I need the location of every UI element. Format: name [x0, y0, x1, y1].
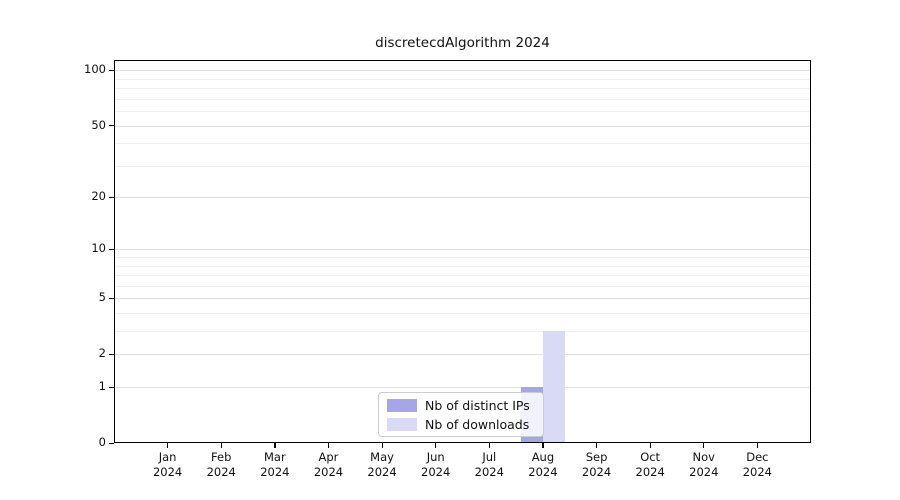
legend: Nb of distinct IPs Nb of downloads: [378, 392, 544, 437]
y-tick-1: [109, 386, 114, 388]
gridline-minor-6: [114, 285, 811, 287]
x-tick-label-may: May 2024: [367, 450, 397, 479]
gridline-minor-40: [114, 143, 811, 145]
bar-nb-of-downloads-aug: [542, 331, 565, 443]
gridline-minor-90: [114, 78, 811, 80]
x-tick-may: [381, 443, 383, 448]
y-tick-label-50: 50: [91, 117, 106, 132]
y-tick-label-10: 10: [91, 241, 106, 256]
y-tick-2: [109, 353, 114, 355]
y-tick-label-100: 100: [84, 62, 106, 77]
x-tick-jan: [167, 443, 169, 448]
y-tick-label-20: 20: [91, 189, 106, 204]
y-tick-5: [109, 297, 114, 300]
gridline-minor-7: [114, 275, 811, 277]
gridline-major-2: [114, 354, 811, 356]
x-tick-jul: [488, 443, 490, 448]
gridline-major-100: [114, 70, 811, 72]
x-tick-label-jun: Jun 2024: [421, 450, 451, 479]
y-tick-label-5: 5: [98, 290, 106, 305]
x-tick-label-sep: Sep 2024: [581, 450, 612, 479]
legend-swatch-distinct-ips: [387, 398, 417, 412]
x-tick-label-nov: Nov 2024: [689, 450, 719, 479]
legend-swatch-downloads: [387, 417, 417, 431]
x-tick-mar: [274, 443, 276, 448]
x-tick-nov: [703, 443, 705, 448]
y-tick-0: [109, 442, 114, 444]
x-tick-label-apr: Apr 2024: [313, 450, 344, 479]
gridline-major-5: [114, 298, 811, 300]
x-tick-label-aug: Aug 2024: [528, 450, 558, 479]
gridline-minor-30: [114, 165, 811, 167]
legend-item-downloads: Nb of downloads: [387, 417, 535, 432]
gridline-minor-3: [114, 331, 811, 333]
legend-item-distinct-ips: Nb of distinct IPs: [387, 398, 535, 413]
gridline-major-1: [114, 387, 811, 389]
gridline-major-10: [114, 249, 811, 251]
legend-label-downloads: Nb of downloads: [425, 416, 530, 432]
legend-label-distinct-ips: Nb of distinct IPs: [425, 397, 530, 413]
x-tick-label-oct: Oct 2024: [635, 450, 665, 479]
y-tick-50: [109, 125, 114, 127]
x-tick-label-dec: Dec 2024: [742, 450, 773, 479]
chart-title: discretecdAlgorithm 2024: [375, 35, 550, 51]
gridline-minor-60: [114, 111, 811, 113]
gridline-minor-8: [114, 265, 811, 267]
x-tick-sep: [596, 443, 598, 448]
y-tick-100: [109, 69, 114, 72]
y-tick-10: [109, 248, 114, 251]
x-tick-feb: [220, 443, 222, 448]
x-tick-label-mar: Mar 2024: [260, 450, 290, 479]
y-tick-label-0: 0: [98, 435, 106, 449]
gridline-minor-70: [114, 98, 811, 100]
x-tick-dec: [756, 443, 759, 448]
y-tick-20: [109, 196, 114, 198]
gridline-minor-4: [114, 313, 811, 315]
gridline-major-20: [114, 197, 811, 199]
gridline-major-50: [114, 125, 811, 127]
x-tick-label-jan: Jan 2024: [152, 450, 183, 479]
x-tick-apr: [327, 443, 330, 448]
x-tick-jun: [435, 443, 437, 448]
plot-area: [114, 60, 811, 443]
x-tick-aug: [542, 443, 544, 448]
gridline-minor-9: [114, 257, 811, 259]
x-tick-label-jul: Jul 2024: [474, 450, 504, 479]
x-tick-oct: [649, 443, 651, 448]
y-tick-label-1: 1: [98, 379, 106, 394]
gridline-minor-80: [114, 88, 811, 90]
y-tick-label-2: 2: [98, 346, 106, 361]
x-tick-label-feb: Feb 2024: [206, 450, 236, 479]
